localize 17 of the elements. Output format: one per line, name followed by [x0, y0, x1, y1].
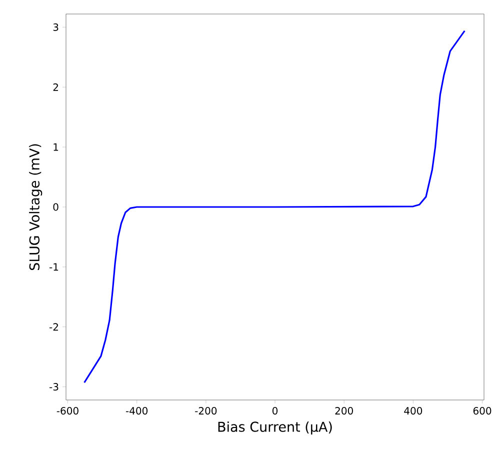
x-tick-label: -200	[195, 407, 217, 415]
y-tick-label: 3	[53, 23, 58, 31]
x-tick-label: 400	[404, 407, 422, 415]
y-axis-title: SLUG Voltage (mV)	[29, 144, 42, 270]
y-tick-label: 0	[53, 203, 58, 211]
y-tick-label: 2	[53, 83, 58, 91]
x-tick-label: -400	[126, 407, 148, 415]
x-axis-title: Bias Current (μA)	[218, 421, 332, 435]
line-series	[84, 30, 466, 384]
x-tick-label: 600	[473, 407, 492, 415]
x-tick-label: 200	[335, 407, 353, 415]
y-tick-label: 1	[54, 143, 58, 151]
y-tick-label: -1	[49, 263, 58, 271]
x-tick-label: -600	[56, 407, 78, 415]
x-tick-label: 0	[272, 407, 278, 415]
y-tick-label: -3	[49, 383, 58, 391]
y-tick-label: -2	[49, 323, 58, 331]
